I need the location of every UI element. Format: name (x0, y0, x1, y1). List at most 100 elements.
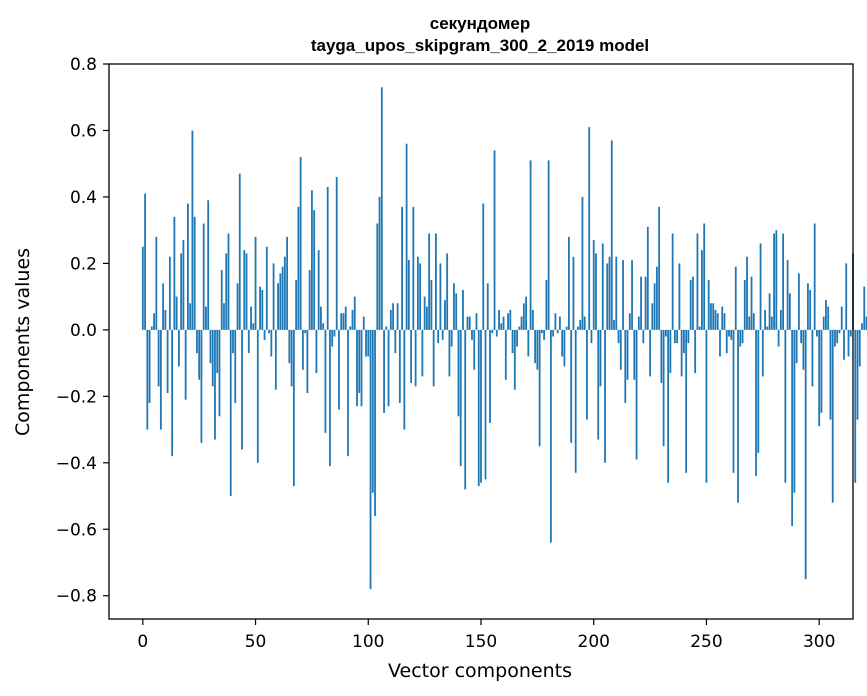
bar-119 (410, 329, 413, 384)
bar-279 (770, 316, 773, 330)
bar-20 (187, 203, 189, 330)
bar-247 (698, 326, 701, 330)
bar-43 (238, 173, 241, 330)
bar-182 (552, 329, 555, 337)
bar-35 (220, 270, 223, 330)
bar-190 (570, 329, 573, 443)
bar-308 (836, 329, 839, 344)
y-tick-label: 0.0 (70, 321, 97, 341)
bar-196 (583, 316, 586, 330)
bar-4 (150, 326, 153, 330)
bar-138 (453, 283, 455, 330)
bar-25 (198, 329, 201, 380)
bar-89 (342, 313, 345, 330)
bar-254 (714, 309, 717, 330)
y-tick-label: −0.6 (56, 520, 97, 540)
bar-109 (387, 329, 390, 407)
bar-283 (779, 309, 782, 330)
bar-87 (338, 329, 340, 410)
bar-216 (628, 313, 631, 330)
bar-101 (369, 329, 372, 590)
bar-85 (333, 329, 336, 337)
bar-218 (633, 329, 636, 380)
bar-221 (640, 276, 642, 330)
x-tick-label: 150 (465, 632, 497, 652)
bar-69 (297, 206, 300, 330)
bar-229 (658, 206, 661, 330)
bar-71 (301, 329, 304, 370)
bar-209 (613, 319, 615, 330)
bar-73 (306, 329, 309, 394)
bar-191 (572, 256, 575, 330)
bar-171 (527, 329, 530, 357)
bar-126 (425, 306, 428, 330)
bar-94 (353, 296, 356, 330)
bar-306 (831, 329, 834, 503)
bar-184 (556, 329, 559, 334)
bar-178 (543, 329, 546, 340)
bar-84 (331, 329, 334, 347)
bar-97 (360, 329, 363, 407)
bar-256 (719, 329, 721, 357)
bar-0 (141, 246, 144, 330)
bar-111 (392, 303, 394, 330)
bar-298 (813, 223, 816, 330)
y-axis-label: Components values (12, 248, 34, 436)
y-tick-label: 0.4 (70, 188, 97, 208)
bar-274 (759, 243, 762, 330)
bar-181 (549, 329, 552, 543)
bar-68 (295, 280, 298, 330)
bar-38 (227, 233, 230, 330)
bar-105 (378, 196, 381, 330)
bar-142 (462, 289, 464, 330)
bar-244 (692, 276, 694, 330)
bar-48 (250, 306, 252, 330)
bar-154 (489, 329, 491, 423)
bar-269 (748, 316, 751, 330)
bar-173 (531, 309, 534, 330)
bar-294 (804, 329, 807, 580)
y-tick-label: 0.6 (70, 121, 97, 141)
bar-227 (653, 283, 656, 330)
bar-110 (389, 309, 392, 330)
bar-53 (261, 289, 264, 330)
bar-96 (358, 329, 361, 394)
bar-147 (473, 329, 476, 370)
bar-72 (304, 329, 307, 334)
bar-198 (588, 127, 591, 330)
bar-168 (520, 316, 523, 330)
bar-299 (816, 329, 818, 337)
bar-58 (272, 263, 275, 330)
x-tick-label: 300 (803, 632, 835, 652)
bar-56 (268, 329, 270, 334)
bar-133 (441, 329, 444, 340)
bar-23 (193, 216, 196, 330)
bar-187 (563, 329, 566, 367)
bar-312 (845, 263, 848, 330)
bar-195 (581, 196, 584, 330)
bar-295 (807, 283, 809, 330)
bar-248 (701, 250, 703, 330)
bar-113 (396, 303, 399, 330)
bar-252 (710, 303, 712, 330)
bar-226 (651, 303, 654, 330)
x-tick-label: 250 (690, 632, 722, 652)
bar-300 (818, 329, 821, 427)
bar-183 (554, 313, 557, 330)
bar-163 (509, 309, 512, 330)
bar-205 (604, 329, 606, 463)
bar-134 (444, 299, 446, 330)
bar-176 (538, 329, 541, 447)
bar-90 (344, 306, 347, 330)
bar-70 (299, 157, 302, 330)
bar-220 (637, 316, 640, 330)
bar-160 (502, 316, 505, 330)
bar-29 (207, 200, 210, 330)
bar-149 (477, 329, 480, 487)
plot-frame (108, 63, 854, 620)
bar-123 (419, 263, 422, 330)
bar-316 (854, 329, 857, 483)
bar-278 (768, 293, 771, 330)
bar-231 (662, 329, 665, 447)
bar-36 (223, 303, 225, 330)
